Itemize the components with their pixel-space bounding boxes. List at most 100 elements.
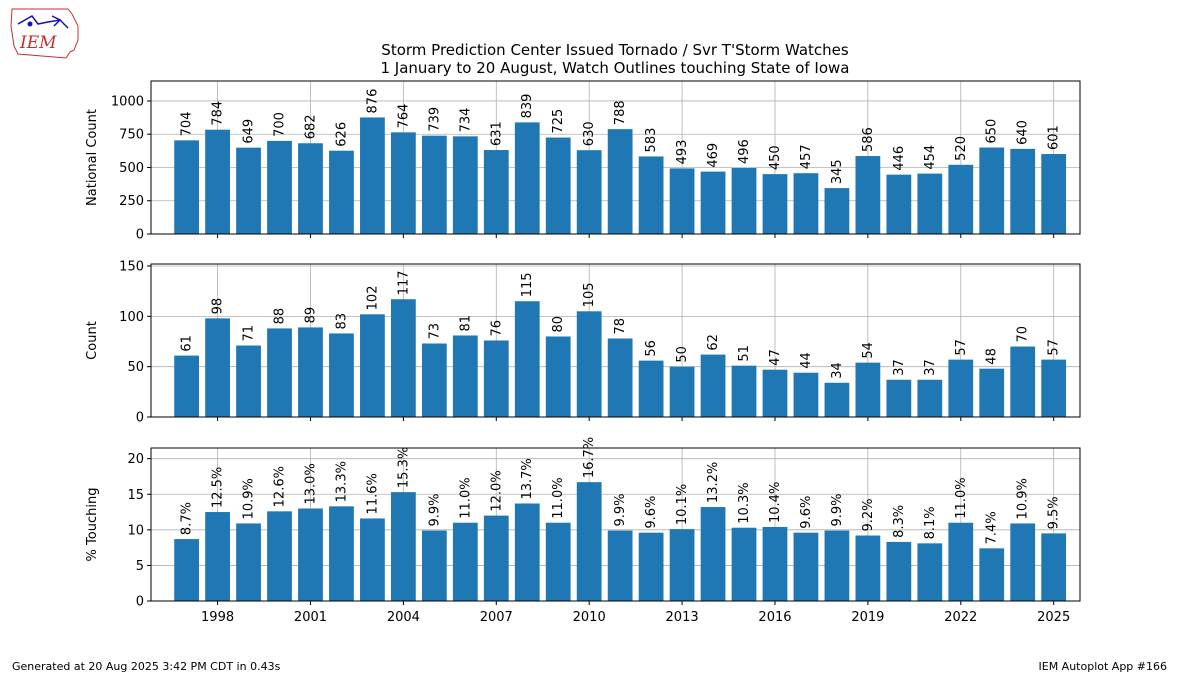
- bar-2001: [298, 327, 323, 417]
- bar-2009: [545, 137, 571, 234]
- bar-2010: [576, 311, 602, 417]
- bar-1998: [205, 512, 230, 601]
- bar-label-2004: 117: [396, 270, 411, 295]
- bar-label-1998: 98: [211, 298, 226, 315]
- footer-generated: Generated at 20 Aug 2025 3:42 PM CDT in …: [12, 660, 281, 673]
- bar-2007: [483, 340, 509, 417]
- bar-label-2016: 10.4%: [768, 482, 783, 523]
- chart-title-line2: 1 January to 20 August, Watch Outlines t…: [380, 59, 849, 77]
- plot-frame: [150, 447, 1081, 602]
- y-axis-label: National Count: [85, 109, 100, 206]
- bar-label-2024: 10.9%: [1016, 478, 1031, 519]
- bar-label-2000: 88: [273, 308, 288, 325]
- bar-label-2020: 8.3%: [892, 505, 907, 538]
- bar-label-2009: 725: [551, 109, 566, 134]
- bar-2025: [1041, 533, 1067, 601]
- bar-label-2001: 89: [303, 307, 318, 324]
- bar-2008: [514, 503, 540, 601]
- y-tick-label: 750: [119, 128, 144, 143]
- bar-2023: [979, 368, 1005, 417]
- iem-logo: IEM: [8, 6, 82, 64]
- y-tick-label: 1000: [111, 94, 144, 109]
- bar-2008: [514, 301, 540, 417]
- bar-2005: [421, 343, 447, 417]
- bar-2003: [360, 314, 385, 417]
- logo-text: IEM: [19, 33, 57, 53]
- bar-2013: [669, 168, 695, 234]
- bar-label-2003: 11.6%: [365, 473, 380, 514]
- bar-label-2010: 105: [582, 282, 597, 307]
- bar-label-2006: 81: [458, 315, 473, 332]
- bar-2021: [917, 543, 943, 601]
- x-tick-label: 1998: [201, 610, 234, 625]
- watch-chart: Storm Prediction Center Issued Tornado /…: [85, 41, 1081, 625]
- y-tick-label: 500: [119, 161, 144, 176]
- bar-label-2009: 11.0%: [551, 477, 566, 518]
- bar-label-2006: 734: [458, 108, 473, 133]
- bar-label-2006: 11.0%: [458, 477, 473, 518]
- bar-label-2016: 47: [768, 349, 783, 366]
- bar-1999: [236, 523, 261, 601]
- bar-label-2011: 78: [613, 318, 628, 335]
- bar-label-2018: 34: [830, 362, 845, 379]
- bar-2002: [329, 333, 354, 417]
- bar-1997: [174, 140, 199, 234]
- bar-2011: [607, 129, 633, 234]
- bar-label-2013: 10.1%: [675, 484, 690, 525]
- bar-2004: [390, 492, 416, 601]
- bar-label-2013: 50: [675, 346, 690, 363]
- bar-2016: [762, 369, 788, 417]
- bar-label-2009: 80: [551, 316, 566, 333]
- bar-label-2025: 601: [1047, 125, 1062, 150]
- y-tick-label: 0: [136, 411, 144, 426]
- bar-2021: [917, 379, 943, 417]
- bar-label-1997: 704: [180, 112, 195, 137]
- bar-label-2014: 469: [706, 143, 721, 168]
- y-tick-label: 0: [136, 228, 144, 243]
- bar-label-2017: 9.6%: [799, 496, 814, 529]
- bar-label-2012: 56: [644, 340, 659, 357]
- x-tick-label: 2010: [573, 610, 606, 625]
- bar-label-2000: 12.6%: [273, 466, 288, 507]
- bar-label-2019: 9.2%: [861, 498, 876, 531]
- bar-1997: [174, 539, 199, 601]
- bar-label-2021: 37: [923, 359, 938, 376]
- bar-label-2007: 631: [489, 121, 504, 146]
- bar-label-2005: 73: [427, 323, 442, 340]
- bar-label-2014: 13.2%: [706, 462, 721, 503]
- panel-3: 8.7% 12.5% 10.9% 12.6% 13.0% 13.3% 11.6% 15.3% 9…: [85, 437, 1081, 625]
- bar-label-1999: 649: [242, 119, 257, 144]
- y-tick-label: 20: [127, 452, 144, 467]
- bar-2007: [483, 515, 509, 601]
- panel-2: 61 98 71 88 89 83 102 117 73 81 76 115 80 105 78 56 50 62…: [85, 260, 1081, 426]
- bar-2017: [793, 173, 819, 234]
- bar-2000: [267, 328, 292, 417]
- x-tick-label: 2013: [666, 610, 699, 625]
- bar-2013: [669, 529, 695, 601]
- bar-label-2002: 13.3%: [334, 461, 349, 502]
- x-tick-label: 2022: [944, 610, 977, 625]
- bar-2006: [452, 522, 478, 601]
- bar-2012: [638, 360, 664, 417]
- x-tick-label: 2019: [851, 610, 884, 625]
- bar-2001: [298, 508, 323, 601]
- bar-label-2020: 37: [892, 359, 907, 376]
- bar-2006: [452, 335, 478, 417]
- bar-label-2012: 583: [644, 128, 659, 153]
- bar-label-2002: 83: [334, 313, 349, 330]
- bar-2022: [948, 522, 974, 601]
- bar-2017: [793, 532, 819, 601]
- bar-label-2019: 54: [861, 342, 876, 359]
- bar-2000: [267, 511, 292, 601]
- bar-1999: [236, 345, 261, 417]
- bar-2012: [638, 532, 664, 601]
- bar-label-2002: 626: [334, 122, 349, 147]
- bar-2018: [824, 382, 850, 417]
- bar-2025: [1041, 359, 1067, 417]
- bar-2008: [514, 122, 540, 234]
- bar-2020: [886, 174, 912, 234]
- x-tick-label: 2004: [387, 610, 420, 625]
- bar-label-2024: 70: [1016, 326, 1031, 343]
- bar-label-2005: 739: [427, 107, 442, 132]
- panel-1: 704 784 649 700 682 626 876 764 739 734 631 839 725 6…: [85, 80, 1081, 243]
